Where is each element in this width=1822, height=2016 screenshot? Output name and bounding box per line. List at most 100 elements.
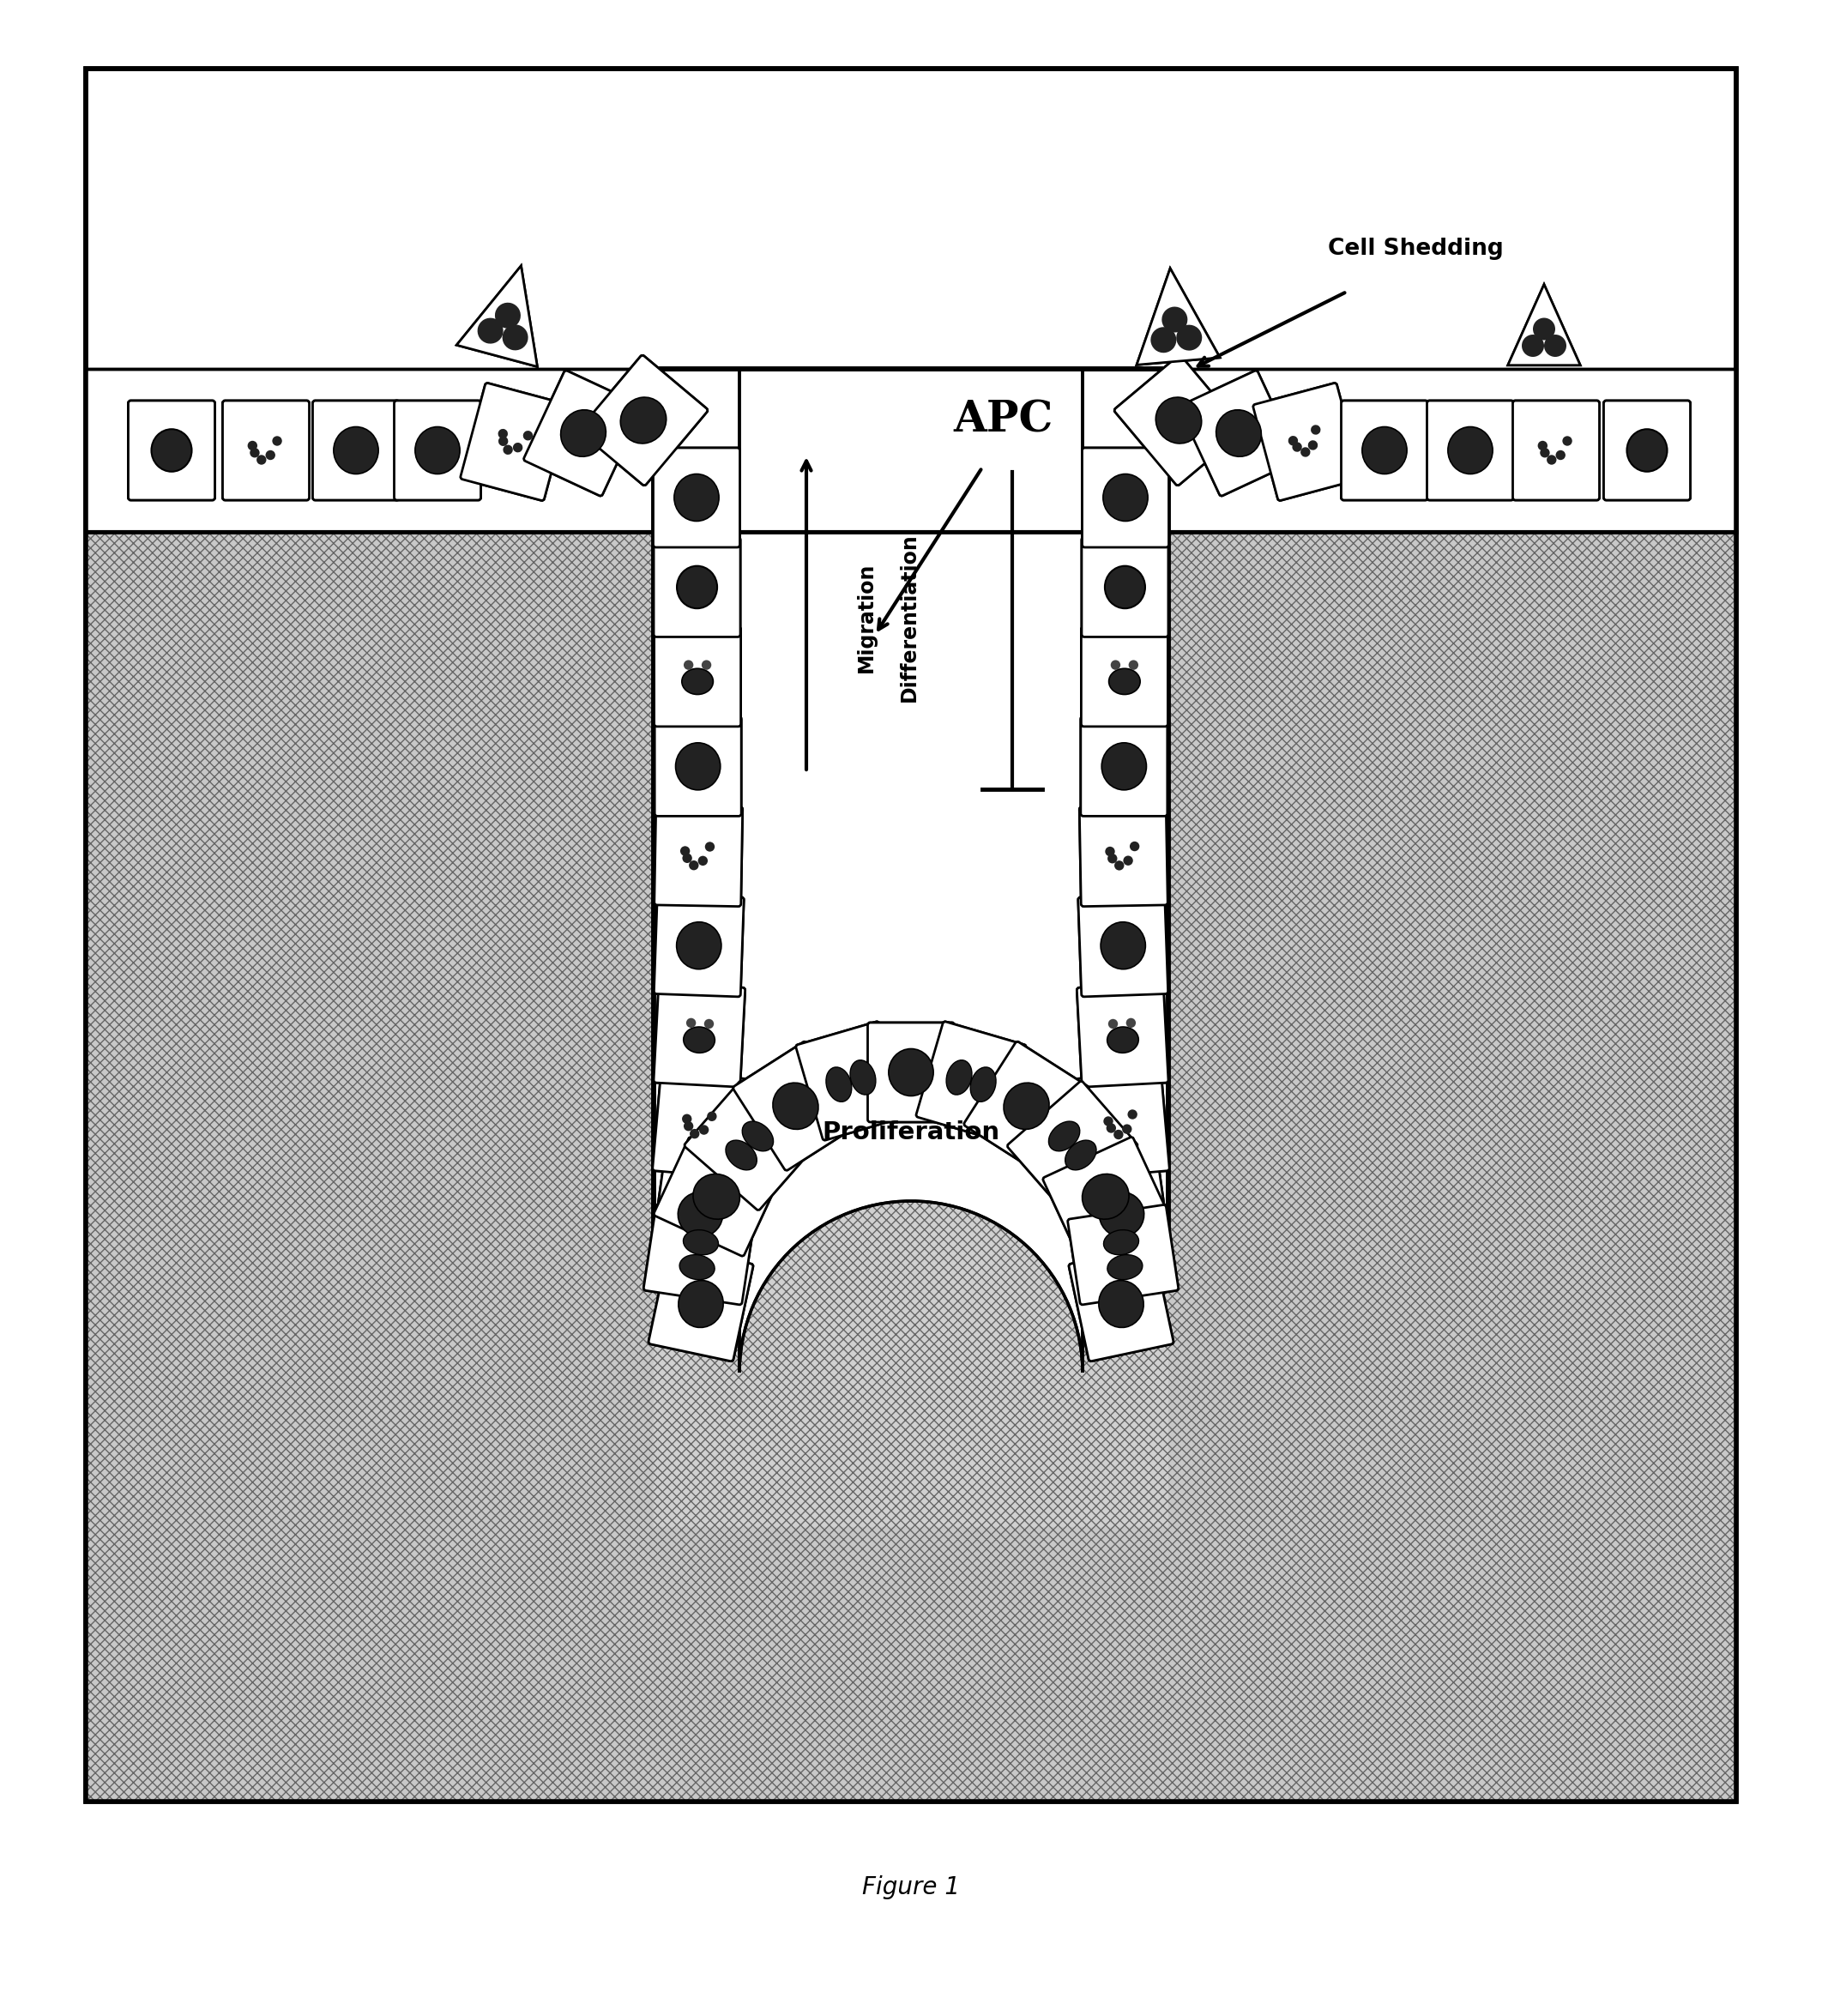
Circle shape	[691, 1129, 700, 1139]
Circle shape	[477, 319, 503, 343]
Ellipse shape	[1066, 1141, 1097, 1169]
Ellipse shape	[1110, 669, 1141, 694]
Circle shape	[691, 1129, 700, 1139]
Circle shape	[1126, 1018, 1135, 1028]
Ellipse shape	[742, 1121, 773, 1151]
Circle shape	[1113, 1129, 1124, 1139]
Ellipse shape	[1108, 1254, 1142, 1280]
FancyBboxPatch shape	[649, 1246, 752, 1361]
Circle shape	[496, 302, 521, 329]
Circle shape	[1540, 448, 1551, 458]
FancyBboxPatch shape	[867, 1022, 955, 1123]
Polygon shape	[457, 266, 537, 367]
FancyBboxPatch shape	[1008, 1081, 1137, 1210]
FancyBboxPatch shape	[654, 984, 745, 1087]
Circle shape	[514, 444, 523, 452]
Circle shape	[1547, 456, 1556, 466]
Circle shape	[700, 1125, 709, 1135]
Ellipse shape	[725, 1141, 756, 1169]
Circle shape	[1108, 1018, 1119, 1028]
FancyBboxPatch shape	[1254, 383, 1361, 500]
Circle shape	[1108, 1018, 1119, 1028]
Circle shape	[1106, 847, 1115, 857]
Circle shape	[683, 659, 694, 669]
FancyBboxPatch shape	[1042, 1137, 1168, 1256]
Circle shape	[1547, 456, 1556, 466]
Circle shape	[1128, 1109, 1137, 1119]
Bar	[86, 69, 1736, 1802]
Circle shape	[1106, 1123, 1117, 1133]
Bar	[86, 532, 654, 1802]
Circle shape	[503, 446, 512, 456]
Ellipse shape	[742, 1121, 773, 1151]
FancyBboxPatch shape	[1254, 383, 1361, 500]
FancyBboxPatch shape	[654, 716, 742, 816]
Circle shape	[1543, 335, 1567, 357]
Circle shape	[687, 1018, 696, 1028]
FancyBboxPatch shape	[1179, 371, 1299, 496]
Circle shape	[1106, 847, 1115, 857]
Ellipse shape	[683, 1230, 718, 1254]
Circle shape	[523, 431, 532, 439]
FancyBboxPatch shape	[1070, 1246, 1173, 1361]
FancyBboxPatch shape	[654, 538, 740, 637]
Ellipse shape	[1155, 397, 1201, 444]
Ellipse shape	[561, 409, 607, 456]
Ellipse shape	[1155, 397, 1201, 444]
Circle shape	[1126, 1018, 1135, 1028]
Circle shape	[683, 1121, 694, 1131]
Ellipse shape	[621, 397, 667, 444]
Polygon shape	[654, 369, 1168, 1286]
FancyBboxPatch shape	[964, 1042, 1090, 1171]
FancyBboxPatch shape	[654, 627, 742, 726]
Ellipse shape	[1104, 1230, 1139, 1254]
FancyBboxPatch shape	[654, 984, 745, 1087]
Circle shape	[257, 456, 266, 466]
Ellipse shape	[1100, 921, 1146, 970]
Ellipse shape	[1104, 566, 1146, 609]
FancyBboxPatch shape	[1427, 401, 1514, 500]
Ellipse shape	[773, 1083, 818, 1129]
FancyBboxPatch shape	[1082, 448, 1168, 546]
FancyBboxPatch shape	[1008, 1081, 1137, 1210]
Ellipse shape	[151, 429, 191, 472]
Circle shape	[1310, 425, 1321, 435]
Circle shape	[1310, 425, 1321, 435]
FancyBboxPatch shape	[1075, 1073, 1170, 1177]
FancyBboxPatch shape	[654, 806, 743, 907]
FancyBboxPatch shape	[1179, 371, 1299, 496]
Ellipse shape	[692, 1173, 740, 1220]
Circle shape	[678, 1191, 723, 1236]
FancyBboxPatch shape	[796, 1022, 906, 1141]
Circle shape	[1563, 435, 1572, 446]
Ellipse shape	[621, 397, 667, 444]
Ellipse shape	[678, 1280, 723, 1327]
Polygon shape	[740, 369, 1082, 1373]
FancyBboxPatch shape	[313, 401, 399, 500]
Circle shape	[248, 442, 257, 450]
FancyBboxPatch shape	[654, 448, 740, 546]
Circle shape	[514, 444, 523, 452]
Ellipse shape	[1108, 1026, 1139, 1052]
Circle shape	[271, 435, 282, 446]
Ellipse shape	[889, 1048, 933, 1097]
Circle shape	[1113, 1129, 1124, 1139]
Text: Differentiation: Differentiation	[898, 534, 920, 702]
Text: Cell Shedding: Cell Shedding	[1328, 238, 1503, 260]
Circle shape	[477, 319, 503, 343]
Circle shape	[503, 325, 528, 351]
FancyBboxPatch shape	[652, 1073, 747, 1177]
Circle shape	[496, 302, 521, 329]
Ellipse shape	[1004, 1083, 1049, 1129]
Circle shape	[257, 456, 266, 466]
Ellipse shape	[1110, 669, 1141, 694]
Circle shape	[680, 847, 691, 857]
Polygon shape	[1137, 268, 1221, 365]
Circle shape	[707, 1111, 716, 1121]
Circle shape	[701, 659, 711, 669]
Circle shape	[689, 861, 698, 871]
FancyBboxPatch shape	[523, 371, 643, 496]
FancyBboxPatch shape	[1079, 895, 1168, 996]
Circle shape	[1108, 853, 1117, 863]
FancyBboxPatch shape	[654, 627, 742, 726]
